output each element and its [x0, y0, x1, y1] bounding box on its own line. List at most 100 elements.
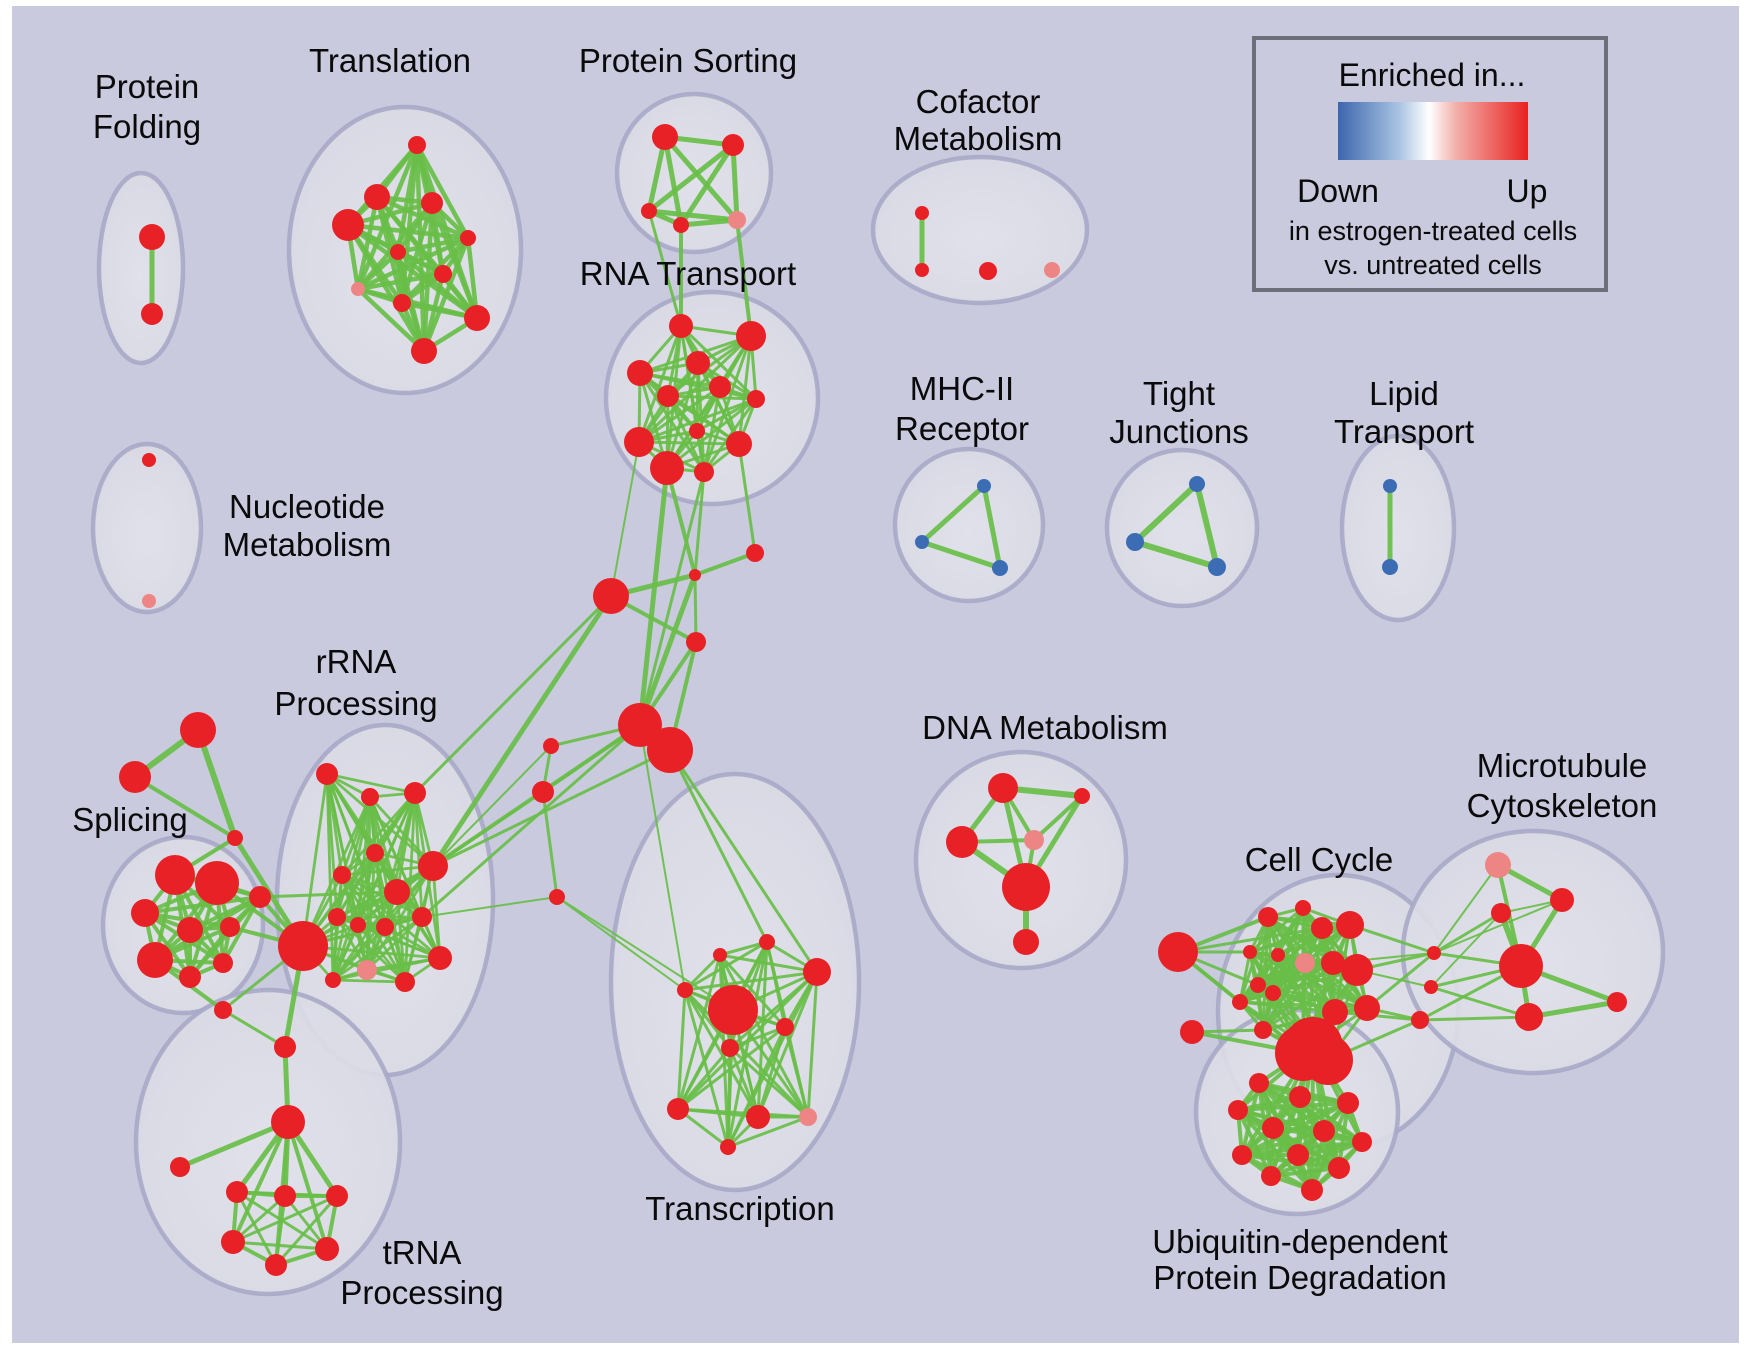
ubiquitin-degradation-node — [1287, 1144, 1309, 1166]
microtubule-cytoskeleton-node — [1607, 992, 1627, 1012]
network-edge — [355, 286, 427, 354]
ubiquitin-degradation-node — [1289, 1086, 1311, 1108]
connectors-node — [647, 727, 693, 773]
trna-processing-node — [326, 1185, 348, 1207]
legend-title: Enriched in... — [1339, 57, 1526, 93]
network-edge — [331, 978, 407, 984]
ubiquitin-degradation-node — [1232, 1145, 1252, 1165]
ubiquitin-degradation-node — [1337, 1092, 1359, 1114]
network-edge — [258, 890, 399, 899]
microtubule-cytoskeleton-label: Microtubule Cytoskeleton — [1467, 747, 1658, 824]
dna-metabolism-node — [1013, 929, 1039, 955]
microtubule-cytoskeleton-node — [1515, 1003, 1543, 1031]
splicing-node — [249, 886, 271, 908]
network-edge — [286, 1120, 329, 1251]
network-edge — [981, 483, 1003, 571]
network-edge — [133, 775, 237, 840]
network-edge — [919, 539, 1003, 571]
network-edge — [421, 271, 446, 354]
network-edge — [395, 249, 480, 321]
connectors-node — [593, 578, 629, 614]
network-edge — [355, 142, 420, 292]
dna-metabolism-node — [1074, 788, 1090, 804]
microtubule-cytoskeleton-node — [1485, 852, 1511, 878]
rna-transport-node — [747, 390, 765, 408]
connectors-node — [274, 1036, 296, 1058]
cell-cycle-node — [1336, 911, 1364, 939]
lipid-transport-ellipse — [1339, 433, 1457, 623]
nucleotide-metabolism-node — [142, 453, 156, 467]
network-edge — [718, 940, 769, 957]
protein-folding-ellipse — [96, 170, 186, 366]
network-edge — [355, 249, 401, 292]
network-edge — [556, 896, 734, 1011]
network-edge — [678, 217, 740, 228]
protein-sorting-node — [652, 124, 678, 150]
cofactor-metabolism-node — [1044, 262, 1060, 278]
rrna-processing-node — [316, 763, 338, 785]
tight-junctions-label: Tight Junctions — [1109, 375, 1248, 450]
network-edge — [421, 896, 558, 918]
connectors-node — [214, 1001, 232, 1019]
ubiquitin-degradation-node — [1352, 1132, 1372, 1152]
network-edge — [728, 1046, 810, 1119]
rrna-processing-node — [278, 921, 328, 971]
rna-transport-node — [726, 431, 752, 457]
cell-cycle-node — [1354, 995, 1380, 1021]
trna-processing-node — [274, 1185, 296, 1207]
connectors-node — [119, 761, 151, 793]
rrna-processing-node — [366, 844, 384, 862]
network-edge — [1236, 1101, 1350, 1112]
network-edge — [693, 573, 698, 644]
connectors-node — [543, 738, 559, 754]
protein-sorting-label: Protein Sorting — [579, 42, 797, 79]
translation-node — [460, 230, 476, 246]
cell-cycle-node — [1232, 994, 1248, 1010]
network-edge — [610, 441, 640, 597]
network-edge — [646, 142, 736, 214]
network-edge — [646, 208, 740, 223]
network-edge — [413, 594, 613, 795]
network-edge — [1248, 923, 1352, 954]
rna-transport-node — [624, 427, 654, 457]
microtubule-cytoskeleton-node — [1411, 1011, 1429, 1029]
network-edge — [1348, 923, 1436, 955]
microtubule-cytoskeleton-node — [1550, 888, 1574, 912]
network-edge — [637, 324, 683, 444]
network-edge — [430, 593, 614, 869]
protein-folding-node — [139, 224, 165, 250]
network-edge — [676, 1025, 787, 1111]
network-edge — [1256, 968, 1359, 987]
network-edge — [726, 1115, 810, 1149]
mhc-ii-receptor-label: MHC-II Receptor — [895, 370, 1029, 447]
cell-cycle-node — [1265, 985, 1281, 1001]
cell-cycle-node — [1258, 907, 1278, 927]
network-edge — [735, 218, 753, 338]
ubiquitin-degradation-node — [1262, 1117, 1284, 1139]
network-edge — [403, 791, 417, 984]
cofactor-metabolism-node — [979, 262, 997, 280]
translation-node — [332, 209, 364, 241]
network-edge — [340, 864, 435, 877]
cofactor-metabolism-node — [915, 206, 929, 220]
network-edge — [1433, 864, 1499, 954]
splicing-node — [177, 917, 203, 943]
network-edge — [666, 394, 758, 401]
network-edge — [365, 915, 424, 972]
transcription-node — [746, 1105, 770, 1129]
dna-metabolism-node — [1024, 830, 1044, 850]
ubiquitin-degradation-node — [1328, 1157, 1350, 1179]
translation-node — [351, 282, 365, 296]
rrna-processing-node — [333, 866, 351, 884]
rna-transport-node — [669, 314, 693, 338]
connectors-node — [1180, 1020, 1204, 1044]
network-edge — [335, 851, 377, 919]
network-edge — [806, 970, 819, 1119]
legend-gradient-bar — [1338, 102, 1528, 160]
network-edge — [730, 142, 740, 223]
cell-cycle-node — [1250, 977, 1266, 993]
splicing-node — [213, 953, 233, 973]
rrna-processing-node — [395, 972, 415, 992]
protein-sorting-node — [641, 203, 657, 219]
